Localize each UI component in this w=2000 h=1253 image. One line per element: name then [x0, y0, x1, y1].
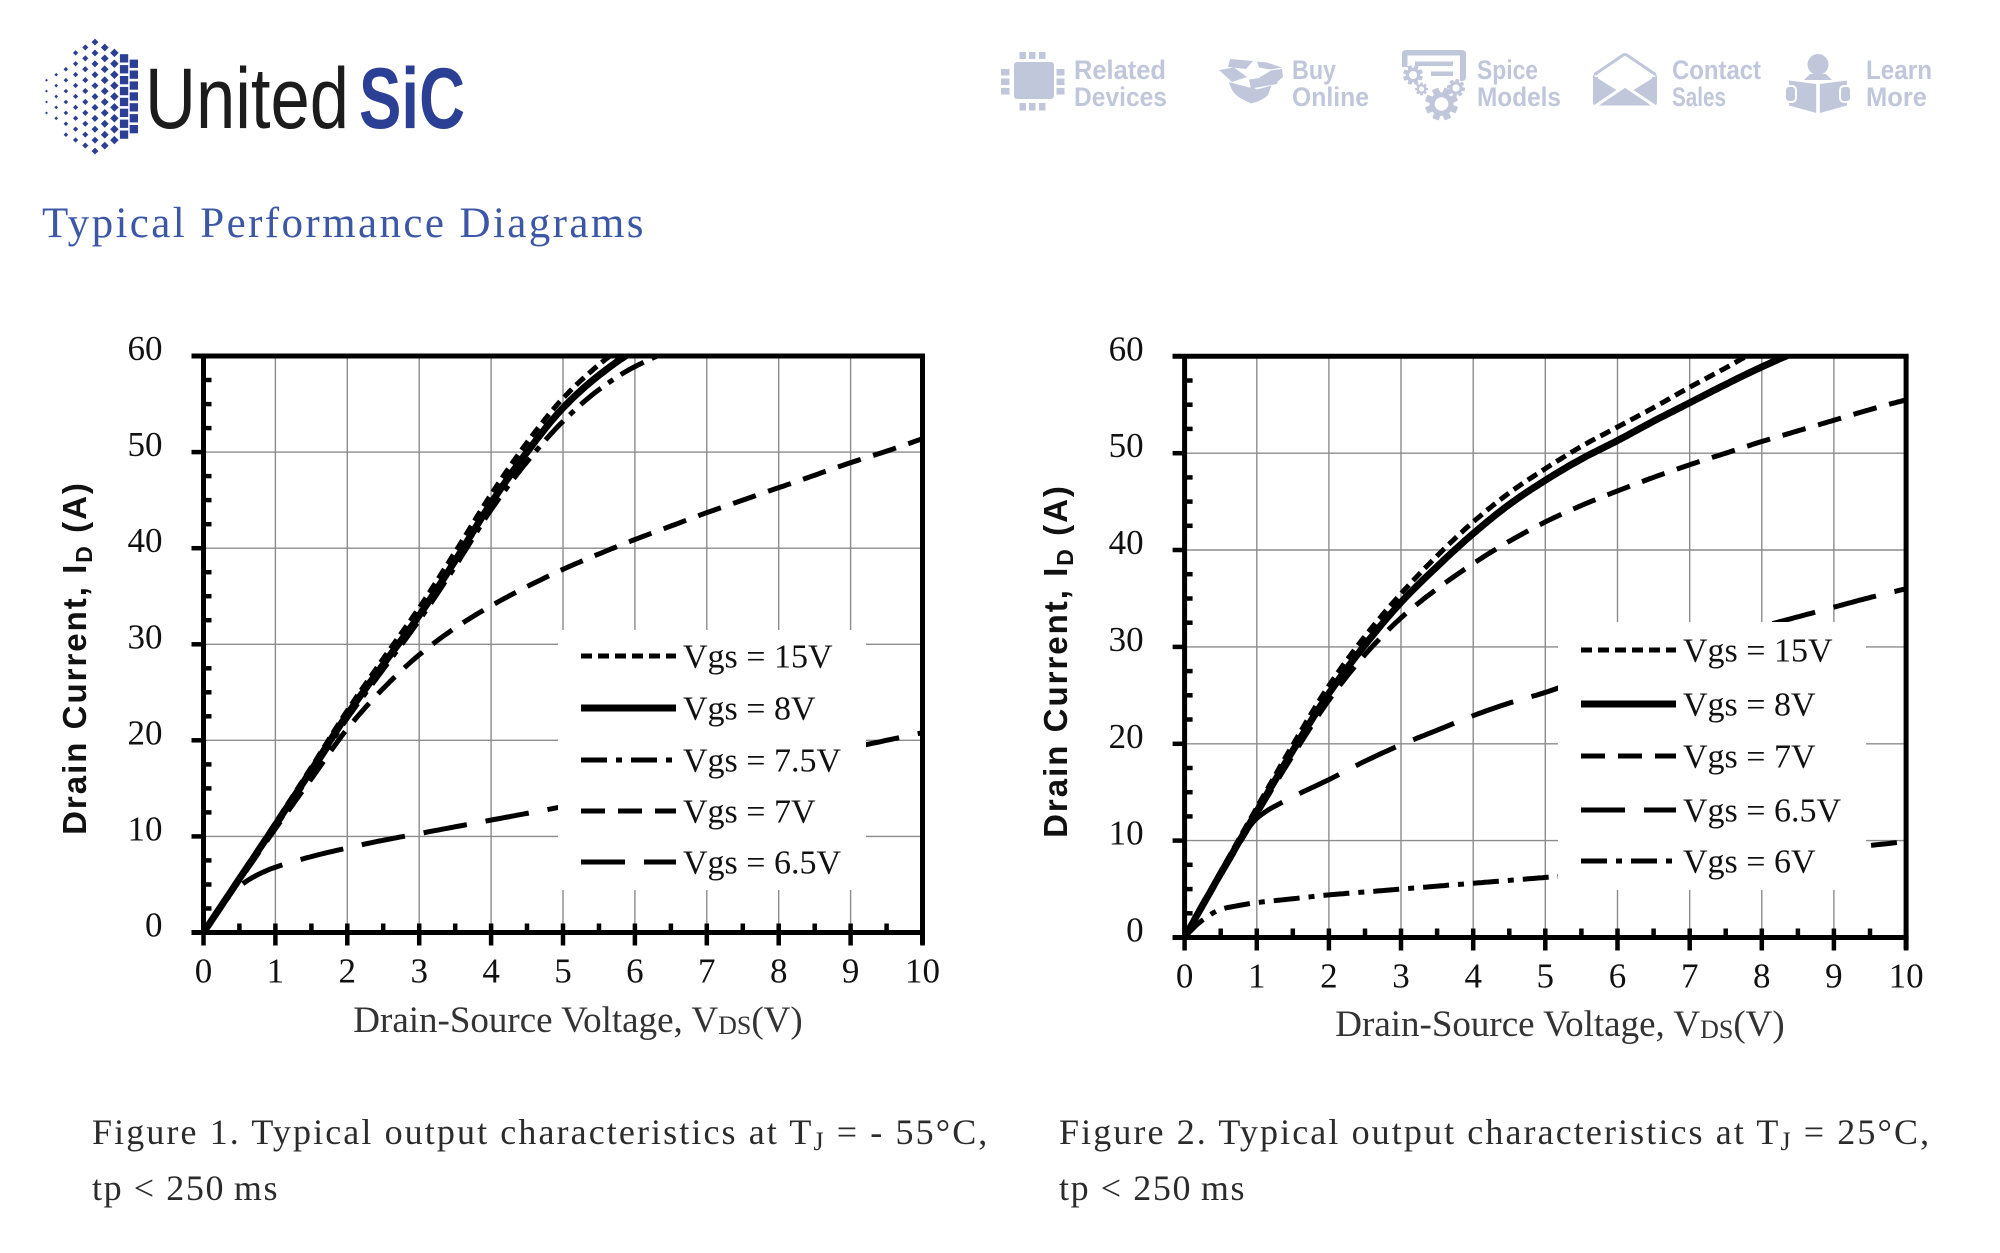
svg-text:8: 8 [1753, 957, 1771, 996]
svg-text:2: 2 [1320, 957, 1338, 996]
svg-text:0: 0 [195, 952, 213, 991]
svg-text:Figure 2. Typical output chara: Figure 2. Typical output characteristics… [1059, 1112, 1931, 1156]
svg-text:United: United [145, 51, 349, 147]
svg-text:4: 4 [482, 952, 500, 991]
svg-text:9: 9 [842, 952, 860, 991]
svg-text:Learn: Learn [1866, 55, 1932, 85]
svg-text:Vgs = 6V: Vgs = 6V [1683, 844, 1816, 881]
svg-text:Online: Online [1292, 82, 1369, 112]
svg-text:10: 10 [128, 809, 163, 848]
svg-text:30: 30 [128, 617, 163, 656]
svg-text:5: 5 [1537, 957, 1555, 996]
svg-text:0: 0 [1126, 911, 1144, 950]
svg-text:1: 1 [1248, 957, 1266, 996]
svg-text:10: 10 [905, 952, 940, 991]
svg-text:Vgs = 7.5V: Vgs = 7.5V [683, 743, 841, 780]
svg-text:SiC: SiC [359, 51, 465, 147]
svg-text:4: 4 [1464, 957, 1482, 996]
svg-text:40: 40 [128, 521, 163, 560]
svg-text:40: 40 [1109, 523, 1144, 562]
svg-text:7: 7 [1681, 957, 1699, 996]
svg-text:60: 60 [1109, 329, 1144, 368]
svg-text:3: 3 [1392, 957, 1410, 996]
svg-text:6: 6 [1609, 957, 1627, 996]
svg-text:tp < 250 ms: tp < 250 ms [92, 1168, 279, 1208]
svg-text:7: 7 [698, 952, 716, 991]
svg-text:Vgs = 8V: Vgs = 8V [683, 691, 816, 728]
svg-text:Vgs = 8V: Vgs = 8V [1683, 687, 1816, 724]
svg-text:Vgs = 7V: Vgs = 7V [683, 794, 816, 831]
svg-text:6: 6 [626, 952, 644, 991]
svg-text:tp < 250 ms: tp < 250 ms [1059, 1168, 1246, 1208]
svg-text:Devices: Devices [1074, 82, 1167, 112]
svg-text:Sales: Sales [1672, 82, 1726, 112]
svg-text:Drain Current, ID (A): Drain Current, ID (A) [1037, 484, 1078, 838]
svg-text:3: 3 [410, 952, 428, 991]
svg-text:8: 8 [770, 952, 788, 991]
svg-text:60: 60 [128, 329, 163, 368]
svg-text:Figure 1. Typical output chara: Figure 1. Typical output characteristics… [92, 1112, 989, 1156]
svg-text:50: 50 [128, 425, 163, 464]
svg-text:5: 5 [554, 952, 572, 991]
svg-text:Models: Models [1477, 82, 1561, 112]
svg-text:Vgs = 15V: Vgs = 15V [683, 639, 833, 676]
svg-text:Typical Performance Diagrams: Typical Performance Diagrams [42, 200, 646, 247]
svg-text:1: 1 [267, 952, 285, 991]
svg-text:50: 50 [1109, 426, 1144, 465]
svg-text:10: 10 [1889, 957, 1924, 996]
svg-text:20: 20 [1109, 717, 1144, 756]
svg-text:Contact: Contact [1672, 55, 1761, 85]
svg-text:0: 0 [1176, 957, 1194, 996]
svg-text:Vgs = 15V: Vgs = 15V [1683, 633, 1833, 670]
svg-text:Related: Related [1074, 55, 1166, 85]
svg-text:9: 9 [1825, 957, 1843, 996]
svg-text:Vgs = 6.5V: Vgs = 6.5V [683, 845, 841, 882]
svg-text:30: 30 [1109, 620, 1144, 659]
svg-text:More: More [1866, 82, 1927, 112]
svg-text:Drain Current, ID (A): Drain Current, ID (A) [56, 481, 97, 835]
svg-text:Spice: Spice [1477, 55, 1538, 85]
svg-text:Buy: Buy [1292, 55, 1336, 85]
svg-text:Vgs = 6.5V: Vgs = 6.5V [1683, 793, 1841, 830]
svg-text:Vgs = 7V: Vgs = 7V [1683, 739, 1816, 776]
svg-text:20: 20 [128, 713, 163, 752]
svg-text:0: 0 [145, 906, 163, 945]
svg-text:2: 2 [339, 952, 357, 991]
svg-text:10: 10 [1109, 814, 1144, 853]
